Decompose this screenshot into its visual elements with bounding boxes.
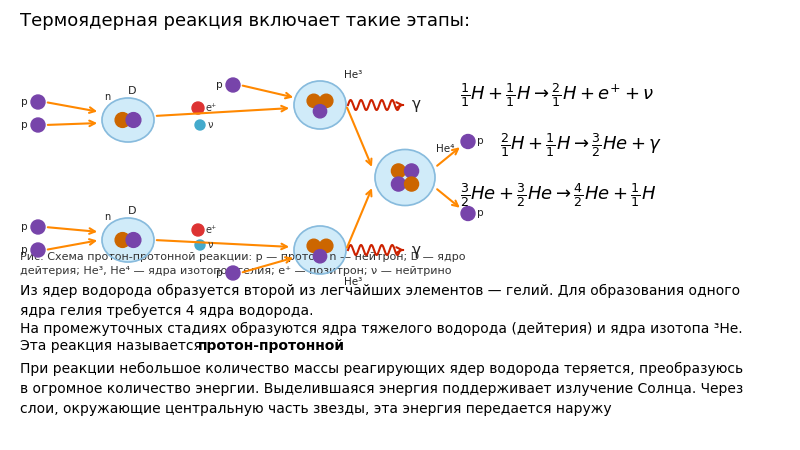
Circle shape bbox=[307, 94, 321, 108]
Circle shape bbox=[307, 239, 321, 252]
Circle shape bbox=[319, 94, 333, 108]
Circle shape bbox=[126, 112, 141, 127]
Text: Термоядерная реакция включает такие этапы:: Термоядерная реакция включает такие этап… bbox=[20, 12, 470, 30]
Circle shape bbox=[192, 102, 204, 114]
Circle shape bbox=[195, 240, 205, 250]
Text: γ: γ bbox=[412, 98, 421, 112]
Text: ν: ν bbox=[208, 120, 214, 130]
Text: p: p bbox=[22, 120, 28, 130]
Circle shape bbox=[391, 164, 406, 178]
Text: n: n bbox=[104, 92, 110, 102]
Circle shape bbox=[115, 233, 130, 248]
Text: p: p bbox=[22, 97, 28, 107]
Circle shape bbox=[405, 164, 418, 178]
Text: He³: He³ bbox=[344, 277, 362, 287]
Ellipse shape bbox=[294, 81, 346, 129]
Circle shape bbox=[115, 112, 130, 127]
Text: He³: He³ bbox=[344, 70, 362, 80]
Text: D: D bbox=[128, 86, 136, 96]
Circle shape bbox=[226, 78, 240, 92]
Text: протон-протонной: протон-протонной bbox=[198, 339, 345, 353]
Ellipse shape bbox=[102, 98, 154, 142]
Text: На промежуточных стадиях образуются ядра тяжелого водорода (дейтерия) и ядра изо: На промежуточных стадиях образуются ядра… bbox=[20, 322, 742, 336]
Ellipse shape bbox=[375, 149, 435, 206]
Text: $\frac{3}{2}He + \frac{3}{2}He \rightarrow \frac{4}{2}He + \frac{1}{1}H$: $\frac{3}{2}He + \frac{3}{2}He \rightarr… bbox=[460, 181, 656, 209]
Text: Рис. Схема протон-протонной реакции: р — протон; n — нейтрон; D — ядро
дейтерия;: Рис. Схема протон-протонной реакции: р —… bbox=[20, 252, 466, 276]
Circle shape bbox=[195, 120, 205, 130]
Circle shape bbox=[192, 224, 204, 236]
Circle shape bbox=[391, 177, 406, 191]
Circle shape bbox=[126, 233, 141, 248]
Text: ν: ν bbox=[208, 240, 214, 250]
Text: $\frac{2}{1}H + \frac{1}{1}H \rightarrow \frac{3}{2}He + \gamma$: $\frac{2}{1}H + \frac{1}{1}H \rightarrow… bbox=[500, 131, 662, 159]
Text: γ: γ bbox=[412, 243, 421, 257]
Text: e⁺: e⁺ bbox=[206, 225, 218, 235]
Text: D: D bbox=[128, 206, 136, 216]
Circle shape bbox=[461, 135, 475, 148]
Circle shape bbox=[31, 118, 45, 132]
Ellipse shape bbox=[102, 218, 154, 262]
Circle shape bbox=[31, 243, 45, 257]
Text: Из ядер водорода образуется второй из легчайших элементов — гелий. Для образован: Из ядер водорода образуется второй из ле… bbox=[20, 284, 740, 318]
Text: He⁴: He⁴ bbox=[436, 144, 454, 153]
Text: p: p bbox=[477, 136, 484, 147]
Text: p: p bbox=[477, 208, 484, 219]
Text: $\frac{1}{1}H + \frac{1}{1}H \rightarrow \frac{2}{1}H + e^{+} + \nu$: $\frac{1}{1}H + \frac{1}{1}H \rightarrow… bbox=[460, 81, 654, 109]
Text: p: p bbox=[216, 80, 223, 90]
Text: p: p bbox=[216, 268, 223, 278]
Circle shape bbox=[314, 250, 326, 263]
Circle shape bbox=[314, 104, 326, 118]
Circle shape bbox=[31, 95, 45, 109]
Text: Эта реакция называется: Эта реакция называется bbox=[20, 339, 206, 353]
Text: e⁺: e⁺ bbox=[206, 103, 218, 113]
Circle shape bbox=[461, 207, 475, 220]
Ellipse shape bbox=[294, 226, 346, 274]
Text: p: p bbox=[22, 222, 28, 232]
Circle shape bbox=[31, 220, 45, 234]
Text: .: . bbox=[320, 339, 324, 353]
Circle shape bbox=[319, 239, 333, 252]
Circle shape bbox=[405, 177, 418, 191]
Text: n: n bbox=[104, 212, 110, 222]
Text: p: p bbox=[22, 245, 28, 255]
Text: При реакции небольшое количество массы реагирующих ядер водорода теряется, преоб: При реакции небольшое количество массы р… bbox=[20, 362, 743, 416]
Circle shape bbox=[226, 266, 240, 280]
